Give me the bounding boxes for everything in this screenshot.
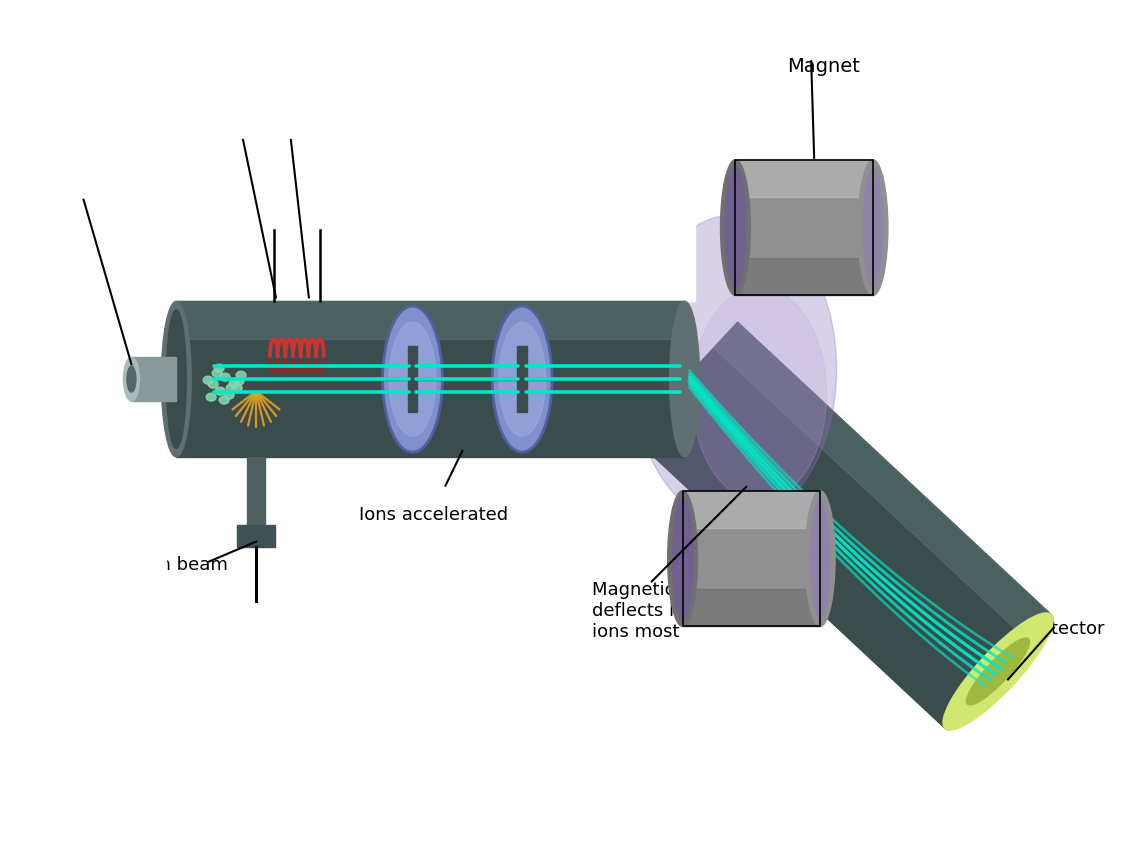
Text: Sample
enters
here: Sample enters here bbox=[24, 137, 91, 197]
Ellipse shape bbox=[864, 168, 882, 287]
Ellipse shape bbox=[492, 306, 552, 452]
Ellipse shape bbox=[161, 301, 192, 457]
Ellipse shape bbox=[389, 322, 435, 436]
Polygon shape bbox=[632, 322, 1051, 728]
Polygon shape bbox=[176, 301, 685, 457]
Ellipse shape bbox=[166, 310, 186, 448]
Ellipse shape bbox=[214, 365, 224, 372]
Ellipse shape bbox=[236, 371, 246, 379]
Text: Electron beam
source: Electron beam source bbox=[97, 555, 228, 594]
Ellipse shape bbox=[668, 490, 697, 626]
Ellipse shape bbox=[219, 396, 229, 404]
Ellipse shape bbox=[232, 384, 243, 392]
Ellipse shape bbox=[229, 379, 239, 387]
Ellipse shape bbox=[123, 357, 140, 401]
Polygon shape bbox=[407, 346, 417, 412]
Ellipse shape bbox=[805, 490, 835, 626]
Ellipse shape bbox=[858, 160, 888, 295]
Text: Magnetic field
deflects lightest
ions most: Magnetic field deflects lightest ions mo… bbox=[592, 582, 737, 641]
Ellipse shape bbox=[127, 366, 135, 392]
Ellipse shape bbox=[235, 377, 244, 385]
Text: Ions accelerated: Ions accelerated bbox=[359, 506, 508, 524]
Polygon shape bbox=[714, 322, 1051, 640]
Ellipse shape bbox=[943, 614, 1052, 730]
Ellipse shape bbox=[212, 369, 222, 377]
Ellipse shape bbox=[811, 500, 829, 618]
Polygon shape bbox=[132, 357, 176, 401]
Ellipse shape bbox=[382, 306, 442, 452]
Polygon shape bbox=[682, 490, 820, 626]
Polygon shape bbox=[735, 160, 873, 197]
Text: Heater vaporizes
sample: Heater vaporizes sample bbox=[203, 110, 358, 149]
Polygon shape bbox=[2, 457, 166, 657]
Polygon shape bbox=[176, 301, 685, 338]
Ellipse shape bbox=[633, 214, 837, 523]
Ellipse shape bbox=[215, 387, 226, 395]
Ellipse shape bbox=[967, 638, 1030, 705]
Polygon shape bbox=[682, 589, 820, 626]
Ellipse shape bbox=[209, 380, 218, 388]
Ellipse shape bbox=[672, 498, 693, 619]
Ellipse shape bbox=[725, 166, 746, 289]
Ellipse shape bbox=[203, 376, 213, 384]
Ellipse shape bbox=[220, 373, 230, 381]
Polygon shape bbox=[247, 457, 265, 525]
Text: Detector: Detector bbox=[1026, 619, 1104, 637]
Polygon shape bbox=[682, 490, 820, 528]
Ellipse shape bbox=[499, 322, 546, 436]
Polygon shape bbox=[2, 102, 695, 301]
Ellipse shape bbox=[693, 287, 827, 501]
Polygon shape bbox=[735, 160, 873, 295]
Polygon shape bbox=[735, 258, 873, 295]
Ellipse shape bbox=[224, 391, 235, 399]
Text: Magnet: Magnet bbox=[787, 57, 861, 76]
Ellipse shape bbox=[206, 393, 217, 401]
Ellipse shape bbox=[226, 384, 236, 392]
Ellipse shape bbox=[721, 160, 750, 295]
Ellipse shape bbox=[670, 301, 699, 457]
Polygon shape bbox=[517, 346, 527, 412]
Polygon shape bbox=[237, 525, 275, 547]
Ellipse shape bbox=[943, 613, 1054, 730]
